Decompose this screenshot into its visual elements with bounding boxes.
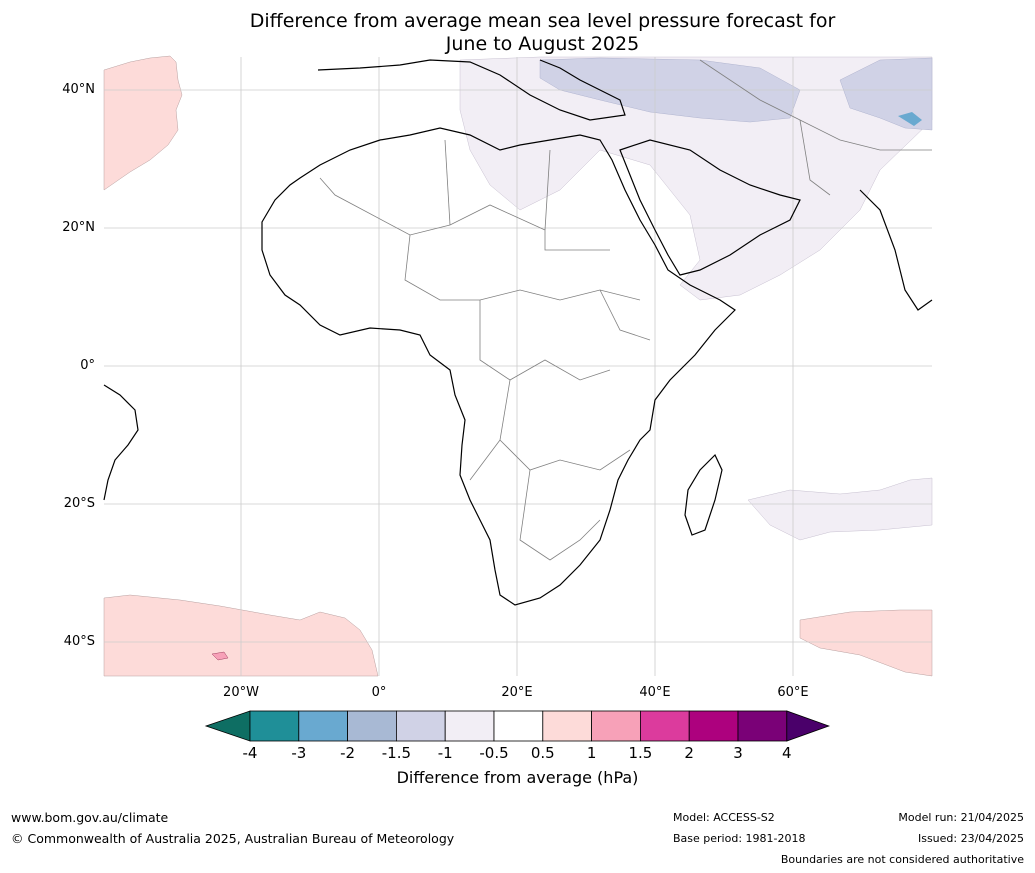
colorbar-swatch [591,710,641,742]
colorbar-swatch [444,710,495,742]
footer-model: Model: ACCESS-S2 [673,811,775,824]
colorbar-tick-label: -0.5 [479,744,509,762]
colorbar-tick-label: 1 [586,744,597,762]
footer-website: www.bom.gov.au/climate [11,810,169,825]
colorbar-tick-label: -3 [291,744,307,762]
country-borders [319,59,932,561]
colorbar-swatch [298,710,348,742]
colorbar-extend-low [204,710,251,742]
negative-anomaly-indian-ocean [747,477,933,541]
colorbar-extend-high [786,710,830,742]
colorbar-swatch [542,710,592,742]
india-coast [859,189,933,311]
lat-label-40n: 40°N [62,82,95,97]
colorbar-tick-label: -1 [437,744,453,762]
colorbar-swatch [737,710,788,742]
map-title: Difference from average mean sea level p… [0,10,1035,56]
colorbar-swatch [395,710,446,742]
title-line-1: Difference from average mean sea level p… [249,10,836,32]
lat-label-40s: 40°S [63,634,95,649]
lon-label-0: 0° [371,685,387,700]
negative-anomaly-middle-east [459,56,933,301]
colorbar-tick-label: -4 [242,744,258,762]
footer-base-period: Base period: 1981-2018 [673,832,806,845]
negative-anomaly-asia [839,57,933,131]
footer-copyright: © Commonwealth of Australia 2025, Austra… [11,831,455,846]
madagascar-coast [684,453,723,536]
coastlines [103,59,933,606]
lon-label-20e: 20°E [501,685,533,700]
colorbar-swatch [249,710,300,742]
africa-coast [261,127,736,606]
positive-anomaly-north-atlantic [103,55,183,191]
colorbar-tick-label: 3 [733,744,743,762]
colorbar-tick-label: 2 [684,744,694,762]
colorbar-swatch [688,710,739,742]
strong-negative-anomaly [898,112,922,126]
lon-label-20w: 20°W [223,685,259,700]
footer-model-run: Model run: 21/04/2025 [898,811,1024,824]
footer-issued: Issued: 23/04/2025 [917,832,1024,845]
colorbar-tick-label: 4 [782,744,792,762]
footer-disclaimer: Boundaries are not considered authoritat… [780,853,1024,866]
colorbar-tick-label: 1.5 [628,744,653,762]
colorbar-swatches [204,710,830,742]
colorbar-swatch [493,710,544,742]
arabian-peninsula-coast [619,139,801,276]
lat-label-0: 0° [80,358,95,373]
gridlines [104,57,932,676]
colorbar-swatch [640,710,690,742]
lat-label-20s: 20°S [63,496,95,511]
title-line-2: June to August 2025 [445,33,640,55]
colorbar-swatch [347,710,397,742]
colorbar-tick-label: -2 [340,744,356,762]
positive-anomaly-southeast [799,609,933,677]
colorbar-tick-label: 0.5 [530,744,555,762]
europe-coast [317,59,626,121]
lon-label-60e: 60°E [777,685,809,700]
south-america-coast [103,384,139,501]
colorbar-label: Difference from average (hPa) [396,768,639,787]
anomaly-shading [103,55,933,677]
moderate-positive-anomaly [211,651,229,661]
colorbar-tick-label: -1.5 [381,744,412,762]
lon-label-40e: 40°E [639,685,671,700]
lat-label-20n: 20°N [62,220,95,235]
